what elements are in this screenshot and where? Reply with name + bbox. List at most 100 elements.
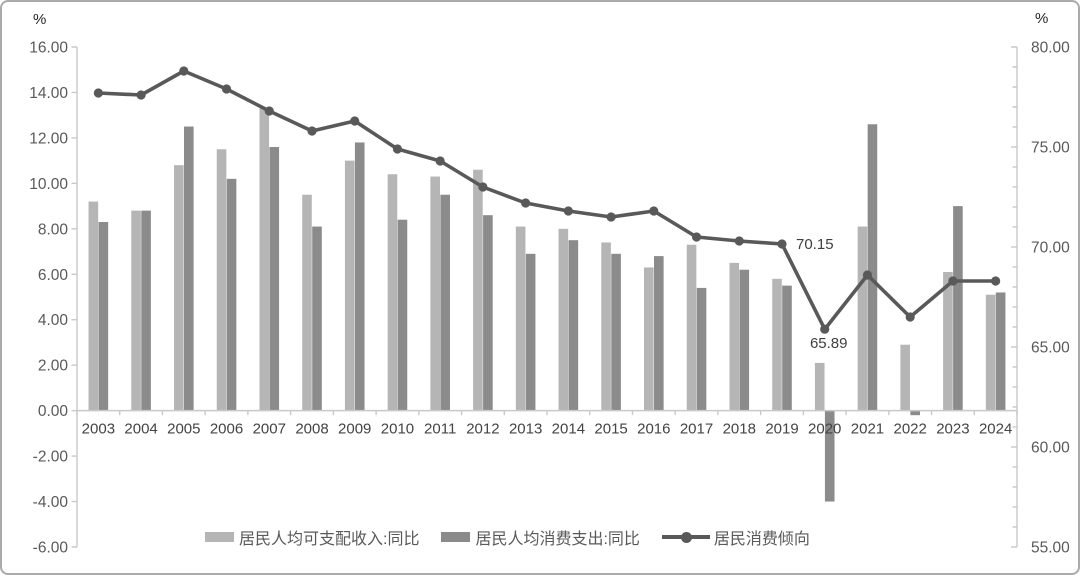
- x-axis-category-label: 2007: [253, 421, 286, 438]
- income-bar: [729, 262, 740, 411]
- consumption-bar: [525, 253, 536, 411]
- consumption-bar: [141, 210, 151, 411]
- consumption-bar: [867, 124, 878, 411]
- propensity-line-marker: [563, 206, 573, 216]
- consumption-bar: [739, 269, 750, 411]
- x-axis-category-label: 2024: [979, 421, 1012, 438]
- left-axis-tick-label: 0.00: [38, 403, 69, 420]
- income-bar: [131, 210, 141, 411]
- propensity-line-marker: [478, 182, 488, 192]
- x-axis-category-label: 2006: [210, 421, 243, 438]
- x-axis-category-label: 2015: [594, 421, 627, 438]
- propensity-line-marker: [777, 239, 787, 249]
- legend-item-consumption: 居民人均消费支出:同比: [441, 525, 640, 549]
- right-axis-tick-label: 65.00: [1031, 340, 1070, 357]
- consumption-bar: [312, 226, 322, 411]
- consumption-bar: [483, 215, 493, 411]
- propensity-line-marker: [905, 312, 915, 322]
- right-axis-unit-label: %: [1035, 10, 1049, 27]
- propensity-line-marker: [392, 144, 403, 154]
- income-bar: [985, 294, 996, 411]
- right-axis-tick-label: 75.00: [1031, 140, 1070, 157]
- income-bar: [174, 165, 184, 411]
- consumption-bar: [782, 285, 792, 411]
- consumption-bar: [184, 126, 194, 411]
- income-bar: [216, 149, 227, 411]
- legend-item-income: 居民人均可支配收入:同比: [205, 525, 419, 549]
- consumption-series-swatch-icon: [441, 532, 471, 542]
- income-bar: [686, 244, 697, 411]
- propensity-line-marker: [350, 116, 360, 126]
- propensity-line-marker: [991, 276, 1001, 286]
- income-bar: [943, 272, 953, 411]
- consumption-bar: [226, 178, 237, 411]
- propensity-line-marker: [307, 126, 317, 136]
- consumption-bar: [568, 240, 579, 411]
- left-axis-tick-label: 8.00: [38, 221, 69, 238]
- x-axis-category-label: 2013: [509, 421, 542, 438]
- propensity-line-marker: [136, 90, 146, 100]
- consumption-bar: [397, 219, 408, 411]
- consumption-bar: [910, 410, 920, 416]
- left-axis-tick-label: -6.00: [33, 540, 69, 557]
- consumption-bar: [953, 206, 963, 411]
- income-bar: [558, 228, 569, 411]
- propensity-line-marker: [221, 84, 232, 94]
- propensity-line-marker: [435, 156, 445, 166]
- propensity-line-marker: [264, 106, 274, 116]
- left-axis-tick-label: 4.00: [38, 312, 69, 329]
- propensity-line-marker: [521, 198, 531, 208]
- x-axis-category-label: 2009: [338, 421, 371, 438]
- consumption-bar: [98, 222, 109, 411]
- propensity-line-marker: [93, 88, 103, 98]
- propensity-series-dot-icon: [680, 531, 692, 543]
- annotation-label: 70.15: [796, 236, 834, 253]
- x-axis-category-label: 2021: [851, 421, 884, 438]
- income-bar: [900, 344, 910, 411]
- income-series-swatch-icon: [205, 532, 234, 542]
- left-axis-tick-label: 2.00: [38, 358, 69, 375]
- consumption-bar: [611, 253, 621, 411]
- x-axis-category-label: 2022: [893, 421, 926, 438]
- left-axis-tick-label: 10.00: [29, 176, 68, 193]
- x-axis-category-label: 2020: [808, 421, 841, 438]
- left-axis-unit-label: %: [33, 11, 47, 28]
- income-bar: [344, 160, 355, 411]
- right-axis-tick-label: 70.00: [1031, 240, 1070, 257]
- income-bar: [814, 362, 825, 411]
- legend-label-consumption: 居民人均消费支出:同比: [475, 531, 640, 548]
- propensity-line-marker: [862, 270, 873, 280]
- income-bar: [88, 201, 99, 411]
- income-bar: [302, 194, 312, 411]
- x-axis-category-label: 2018: [723, 421, 756, 438]
- left-axis-tick-label: 12.00: [29, 130, 68, 147]
- right-axis-tick-label: 60.00: [1031, 440, 1070, 457]
- legend-label-income: 居民人均可支配收入:同比: [239, 531, 420, 548]
- income-bar: [259, 108, 270, 411]
- left-axis-tick-label: 14.00: [29, 85, 68, 102]
- x-axis-category-label: 2019: [765, 421, 798, 438]
- consumption-bar: [824, 410, 835, 502]
- x-axis-category-label: 2004: [124, 421, 157, 438]
- annotation-label: 65.89: [810, 335, 848, 352]
- left-axis-tick-label: -2.00: [33, 449, 69, 466]
- x-axis-category-label: 2012: [466, 421, 499, 438]
- propensity-line-marker: [606, 212, 616, 222]
- income-bar: [644, 267, 654, 411]
- legend-label-propensity: 居民消费倾向: [713, 531, 810, 548]
- legend-item-propensity: 居民消费倾向: [661, 525, 810, 549]
- consumption-bar: [440, 194, 450, 411]
- income-bar: [473, 169, 483, 411]
- income-bar: [430, 176, 440, 411]
- consumption-bar: [995, 292, 1006, 411]
- consumption-bar: [696, 287, 707, 411]
- propensity-line-marker: [649, 206, 659, 216]
- x-axis-category-label: 2008: [295, 421, 328, 438]
- propensity-line-marker: [948, 276, 958, 286]
- propensity-line-marker: [179, 66, 189, 76]
- propensity-series-line-marker-icon: [661, 531, 710, 543]
- x-axis-category-label: 2017: [680, 421, 713, 438]
- propensity-line-marker: [734, 236, 744, 246]
- x-axis-category-label: 2010: [381, 421, 414, 438]
